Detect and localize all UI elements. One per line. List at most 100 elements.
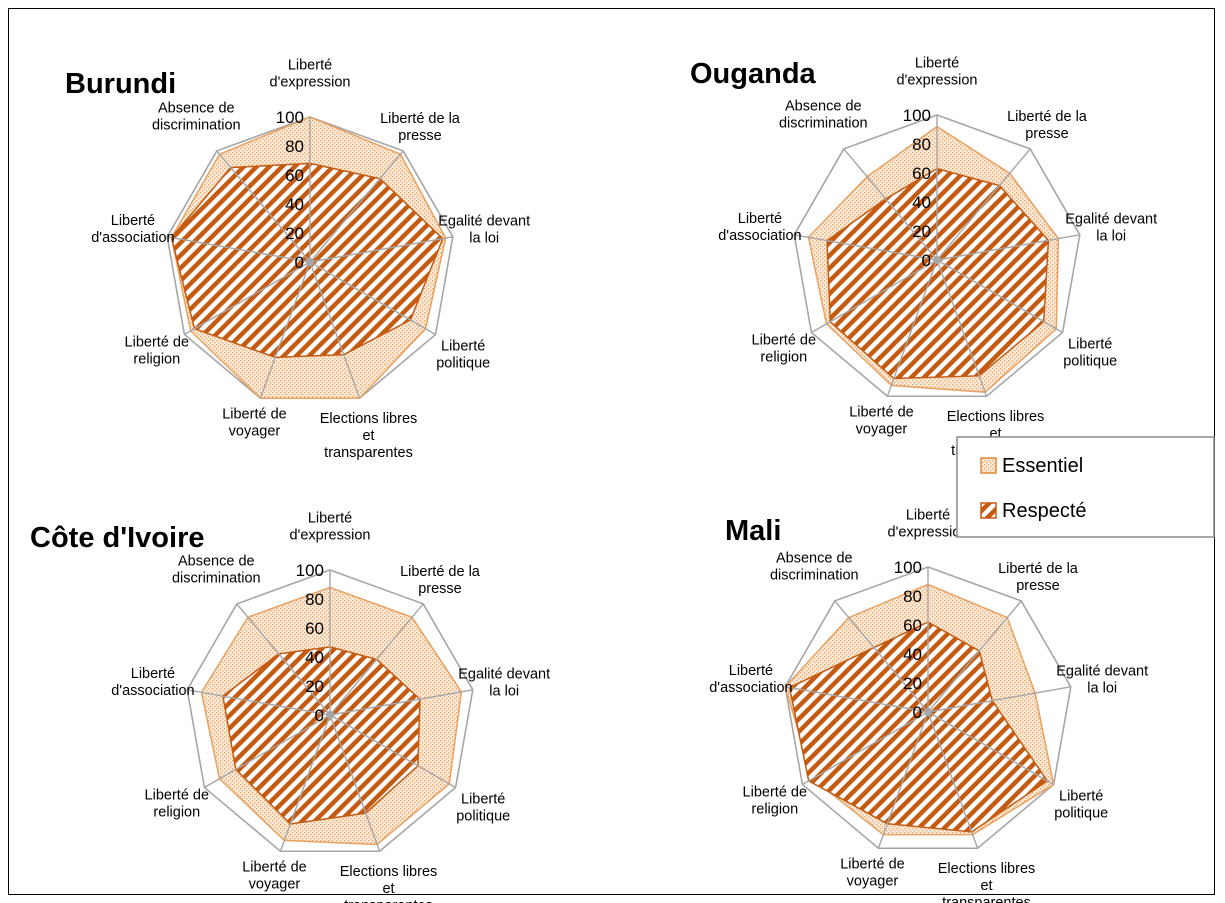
- axis-spoke: [936, 148, 1031, 261]
- axis-label: Liberté politique: [1054, 788, 1108, 821]
- chart-title: Ouganda: [690, 58, 817, 90]
- axis-label: Liberté de voyager: [840, 857, 905, 890]
- tick-label: 40: [903, 645, 922, 664]
- center-dot: [933, 256, 941, 264]
- axis-spoke: [236, 603, 331, 716]
- axis-label: Liberté de la presse: [998, 561, 1079, 594]
- axis-spoke: [834, 600, 929, 713]
- legend-label-essentiel: Essentiel: [1002, 455, 1083, 477]
- tick-label: 80: [912, 135, 931, 154]
- axis-spoke: [309, 236, 453, 263]
- axis-spoke: [329, 714, 381, 852]
- tick-label: 80: [903, 587, 922, 606]
- chart-title: Burundi: [65, 68, 176, 100]
- axis-spoke: [204, 714, 331, 789]
- tick-label: 40: [912, 193, 931, 212]
- axis-label: Liberté d'expression: [897, 56, 978, 89]
- series-respecte-area: [788, 621, 1049, 833]
- axis-label: Liberté d'expression: [888, 508, 969, 541]
- radar-chart-2: Côte d'Ivoire 0 20 40 60 80 100 Liberté d'expres…: [30, 511, 550, 903]
- tick-label: 60: [285, 166, 304, 185]
- tick-label: 40: [305, 648, 324, 667]
- axis-spoke: [936, 259, 988, 397]
- axis-label: Liberté d'expression: [290, 511, 371, 544]
- axis-spoke: [843, 148, 938, 261]
- chart-title: Mali: [725, 515, 781, 547]
- axis-label: Liberté politique: [436, 338, 490, 371]
- axis-spoke: [927, 686, 1071, 713]
- legend-label-respecte: Respecté: [1002, 500, 1087, 522]
- tick-label: 40: [285, 195, 304, 214]
- axis-label: Liberté de voyager: [242, 860, 307, 893]
- axis-label: Liberté politique: [1063, 336, 1117, 369]
- axis-label: Egalité devant la loi: [1065, 211, 1157, 244]
- axis-label: Liberté de la presse: [380, 111, 461, 144]
- axis-spoke: [802, 711, 929, 786]
- tick-label: 20: [903, 674, 922, 693]
- axis-label: Egalité devant la loi: [438, 213, 530, 246]
- series-respecte-area: [222, 646, 421, 825]
- radar-chart-1: Ouganda 0 20 40 60 80 100 Liberté d'expression Li…: [690, 56, 1157, 459]
- axis-label: Liberté d'association: [111, 666, 194, 699]
- series-respecte-area: [826, 167, 1050, 380]
- center-dot: [306, 258, 314, 266]
- axis-label: Liberté d'expression: [270, 58, 351, 91]
- axis-spoke: [936, 259, 1063, 334]
- chart-title: Côte d'Ivoire: [30, 522, 204, 554]
- radar-chart-3: Mali 0 20 40 60 80 100 Liberté d'expression Liber…: [709, 508, 1148, 903]
- axis-spoke: [167, 236, 311, 263]
- axis-spoke: [259, 261, 311, 399]
- tick-label: 100: [903, 106, 931, 125]
- axis-spoke: [877, 711, 929, 849]
- axis-spoke: [309, 150, 404, 263]
- axis-spoke: [329, 714, 456, 789]
- axis-label: Absence de discrimination: [172, 553, 261, 586]
- tick-label: 20: [305, 677, 324, 696]
- tick-label: 100: [894, 558, 922, 577]
- tick-label: 60: [903, 616, 922, 635]
- tick-label: 0: [315, 706, 324, 725]
- axis-label: Absence de discrimination: [770, 550, 859, 583]
- tick-label: 20: [912, 222, 931, 241]
- axis-label: Egalité devant la loi: [1056, 663, 1148, 696]
- center-dot: [924, 708, 932, 716]
- axis-label: Egalité devant la loi: [458, 666, 550, 699]
- axis-label: Liberté de la presse: [1007, 109, 1088, 142]
- axis-label: Liberté de religion: [125, 334, 190, 367]
- radar-chart-0: Burundi 0 20 40 60 80 100 Liberté d'expression Li…: [65, 58, 530, 461]
- axis-label: Liberté de voyager: [222, 407, 287, 440]
- axis-spoke: [794, 234, 938, 261]
- tick-label: 0: [295, 253, 304, 272]
- center-dot: [326, 711, 334, 719]
- axis-spoke: [785, 686, 929, 713]
- axis-spoke: [936, 234, 1080, 261]
- tick-label: 100: [296, 561, 324, 580]
- axis-spoke: [187, 689, 331, 716]
- axis-spoke: [329, 689, 473, 716]
- axis-label: Liberté de religion: [752, 332, 817, 365]
- axis-spoke: [927, 600, 1022, 713]
- axis-spoke: [886, 259, 938, 397]
- axis-label: Liberté de religion: [743, 784, 808, 817]
- legend-swatch-respecte: [980, 502, 997, 519]
- axis-label: Liberté de la presse: [400, 564, 481, 597]
- axis-spoke: [309, 261, 436, 336]
- axis-spoke: [927, 711, 1054, 786]
- grid-ring: [186, 569, 474, 853]
- axis-spoke: [309, 261, 361, 399]
- tick-label: 20: [285, 224, 304, 243]
- tick-label: 60: [305, 619, 324, 638]
- charts-layer: Burundi 0 20 40 60 80 100 Liberté d'expression Li…: [30, 56, 1157, 903]
- axis-label: Liberté de religion: [145, 787, 210, 820]
- tick-label: 100: [276, 108, 304, 127]
- grid-ring: [793, 114, 1081, 398]
- axis-label: Absence de discrimination: [152, 100, 241, 133]
- tick-label: 60: [912, 164, 931, 183]
- axis-spoke: [927, 711, 979, 849]
- axis-label: Liberté d'association: [718, 211, 801, 244]
- axis-spoke: [811, 259, 938, 334]
- axis-label: Liberté politique: [456, 791, 510, 824]
